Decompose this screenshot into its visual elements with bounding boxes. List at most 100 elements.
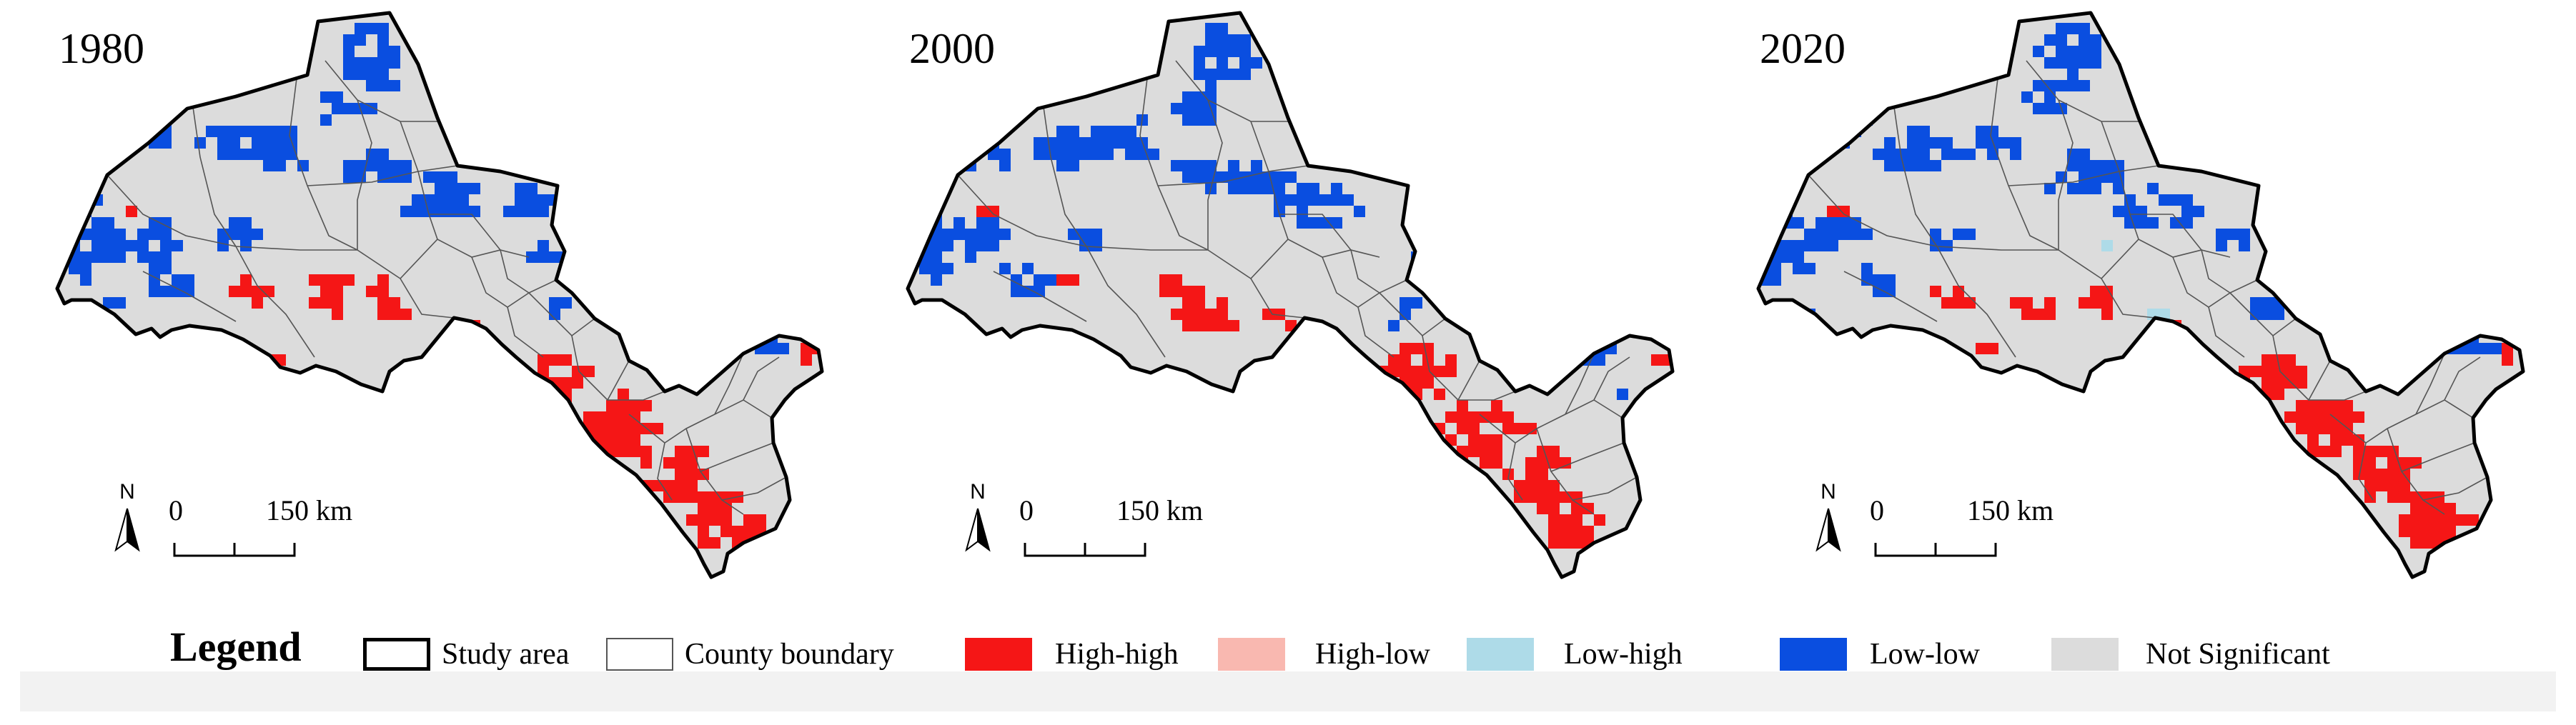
low-low-cell: [263, 160, 286, 171]
low-low-cell: [1884, 274, 1896, 286]
high-high-cell: [2399, 526, 2410, 537]
low-low-cell: [2113, 206, 2124, 217]
high-high-cell: [572, 366, 583, 377]
low-low-cell: [942, 229, 953, 240]
high-high-cell: [1182, 309, 1194, 320]
county-boundary: [235, 246, 315, 358]
low-low-cell: [1274, 183, 1285, 194]
low-low-cell: [1228, 46, 1239, 57]
high-high-cell: [469, 331, 480, 343]
low-low-cell: [2056, 57, 2067, 69]
low-low-cell: [1217, 23, 1228, 34]
high-high-cell: [2319, 423, 2342, 434]
low-low-cell: [2387, 354, 2399, 366]
county-boundary: [1536, 428, 1595, 515]
high-high-cell: [1491, 400, 1502, 411]
legend-item-high-high: High-high: [965, 634, 1179, 674]
high-high-cell: [618, 389, 629, 400]
low-low-cell: [1525, 343, 1537, 354]
county-boundary: [2309, 391, 2367, 401]
high-high-cell: [1964, 297, 1976, 309]
high-high-cell: [618, 446, 629, 457]
high-high-cell: [720, 526, 732, 537]
high-high-cell: [526, 389, 549, 400]
low-low-cell: [2079, 149, 2090, 160]
low-low-cell: [1850, 229, 1873, 240]
low-low-cell: [1091, 229, 1102, 240]
high-high-cell: [1205, 309, 1217, 320]
low-low-cell: [976, 217, 988, 229]
high-high-cell: [1445, 366, 1457, 377]
low-low-cell: [1056, 160, 1079, 171]
low-low-cell: [965, 137, 976, 149]
high-high-cell: [743, 514, 766, 526]
high-high-cell: [1987, 343, 1998, 354]
high-high-cell: [1056, 274, 1068, 286]
low-low-cell: [435, 183, 457, 194]
low-low-cell: [2090, 34, 2101, 46]
low-low-cell: [423, 194, 446, 206]
low-low-cell: [343, 34, 366, 46]
high-high-cell: [1953, 286, 1964, 297]
high-high-cell: [2353, 469, 2364, 480]
high-high-cell: [1400, 366, 1411, 377]
high-high-cell: [2330, 434, 2353, 446]
low-low-cell: [1228, 34, 1239, 46]
scale-zero-label: 0: [1019, 494, 1034, 526]
low-low-cell: [1056, 126, 1068, 137]
county-boundary: [2101, 278, 2156, 319]
low-low-cell: [1758, 217, 1781, 229]
low-low-cell: [2216, 240, 2227, 251]
low-low-cell: [526, 194, 538, 206]
low-low-cell: [2021, 91, 2033, 103]
county-boundary: [1157, 165, 1309, 186]
low-low-cell: [80, 274, 91, 286]
high-high-cell: [2422, 503, 2433, 514]
high-high-cell: [1445, 411, 1468, 423]
low-low-cell: [114, 103, 126, 114]
low-low-cell: [1068, 229, 1079, 240]
low-low-cell: [457, 183, 469, 194]
low-low-cell: [1827, 229, 1838, 240]
county-boundary: [142, 271, 237, 322]
low-low-cell: [1319, 194, 1331, 206]
high-high-cell: [377, 297, 389, 309]
county-boundary: [400, 121, 438, 240]
low-low-cell: [1274, 171, 1297, 183]
high-high-cell: [1217, 297, 1228, 309]
low-low-cell: [1907, 160, 1930, 171]
high-high-cell: [686, 480, 698, 491]
high-high-cell: [2273, 377, 2284, 389]
high-high-cell: [606, 434, 629, 446]
low-low-cell: [274, 149, 297, 160]
high-high-cell: [583, 366, 595, 377]
high-high-cell: [2422, 514, 2433, 526]
high-high-cell: [1171, 274, 1182, 286]
county-boundary: [1550, 442, 1625, 472]
county-boundary: [1593, 356, 1630, 401]
high-high-cell: [2262, 377, 2273, 389]
low-low-cell: [1194, 57, 1205, 69]
low-low-cell: [149, 229, 160, 240]
low-low-cell: [229, 217, 240, 229]
low-low-cell: [1114, 137, 1125, 149]
high-high-cell: [698, 503, 720, 514]
low-low-cell: [206, 126, 217, 137]
low-low-cell: [80, 263, 91, 274]
low-low-cell: [1217, 171, 1228, 183]
high-high-cell: [2330, 400, 2353, 411]
legend-label: High-low: [1315, 638, 1430, 671]
high-high-cell: [652, 480, 663, 491]
low-low-cell: [1342, 194, 1354, 206]
county-boundary: [993, 271, 1087, 322]
county-boundary: [2172, 256, 2231, 308]
high-high-cell: [732, 526, 743, 537]
low-low-cell: [953, 229, 976, 240]
high-high-cell: [309, 274, 320, 286]
north-label: N: [970, 480, 986, 504]
legend-label: Low-low: [1870, 638, 1980, 671]
low-low-cell: [252, 137, 274, 149]
high-high-cell: [515, 377, 526, 389]
low-low-cell: [126, 137, 137, 149]
